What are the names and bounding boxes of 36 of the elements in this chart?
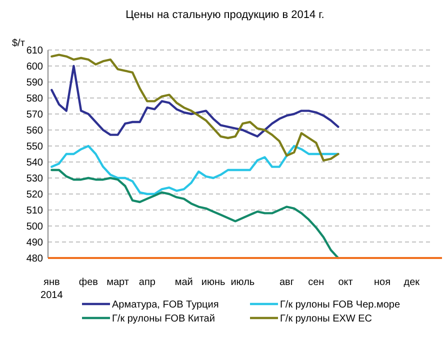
line-series [50, 54, 340, 162]
x-tick-label: июль [230, 277, 255, 288]
legend-label: Г/к рулоны EXW ЕС [280, 314, 372, 324]
legend-label: Г/к рулоны FOB Китай [112, 314, 215, 324]
x-tick-label: сен [308, 277, 324, 288]
x-tick-label: май [174, 277, 193, 288]
x-tick-label: фев [78, 277, 98, 288]
x-tick-label: авг [279, 277, 294, 288]
y-tick-label: 550 [26, 142, 44, 152]
x-tick-label: янв 2014 [40, 277, 64, 301]
x-tick-label: июнь [201, 277, 226, 288]
line-series [50, 64, 340, 138]
y-tick-label: 570 [26, 110, 44, 120]
y-tick-label: 560 [26, 126, 44, 136]
x-tick-label: апр [138, 277, 156, 288]
y-tick-label: 590 [26, 78, 44, 88]
y-tick-label: 540 [26, 158, 44, 168]
y-tick-label: 600 [26, 62, 44, 72]
y-axis-title: $/т [12, 38, 26, 49]
legend-label: Арматура, FOB Турция [112, 300, 219, 310]
y-tick-label: 580 [26, 94, 44, 104]
legend-label: Г/к рулоны FOB Чер.море [280, 300, 400, 310]
y-tick-label: 610 [26, 46, 44, 56]
x-tick-label: ноя [374, 277, 390, 288]
x-tick-label: дек [404, 277, 420, 288]
y-tick-label: 500 [26, 222, 44, 232]
line-series [50, 168, 340, 260]
y-tick-label: 490 [26, 238, 44, 248]
x-tick-label: окт [338, 277, 354, 288]
y-tick-label: 510 [26, 206, 44, 216]
y-tick-label: 520 [26, 190, 44, 200]
x-tick-label: март [106, 277, 130, 288]
chart-title: Цены на стальную продукцию в 2014 г. [126, 9, 324, 21]
y-tick-label: 530 [26, 174, 44, 184]
line-series [50, 144, 340, 196]
y-tick-label: 480 [26, 254, 44, 264]
